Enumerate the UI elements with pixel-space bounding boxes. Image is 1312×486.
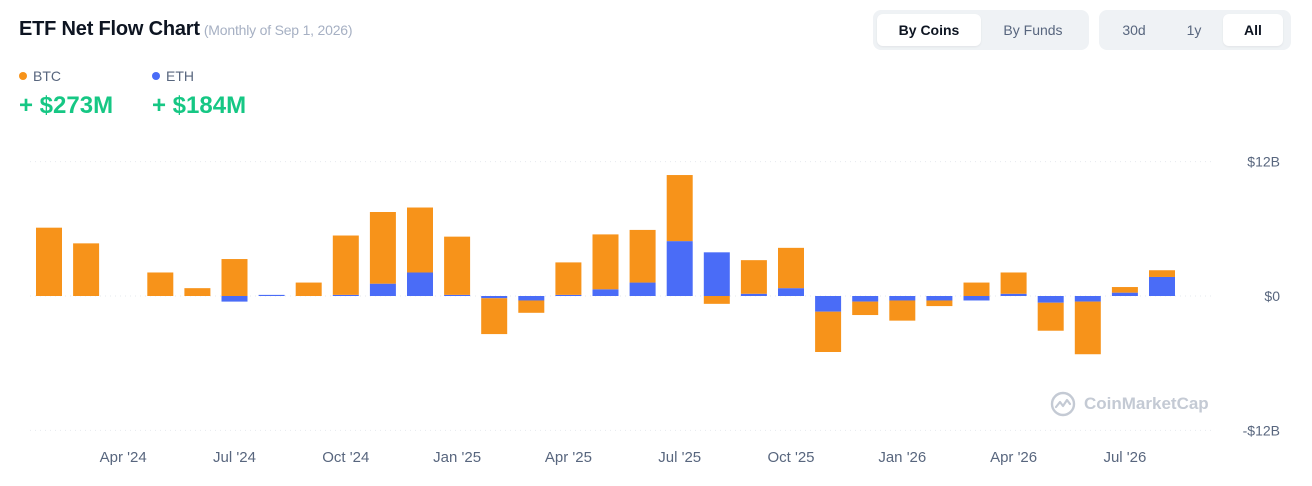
btc-bar[interactable]: [592, 234, 619, 290]
btc-bar[interactable]: [703, 296, 730, 304]
eth-bar[interactable]: [481, 296, 508, 299]
coinmarketcap-logo-icon: [1050, 391, 1076, 417]
eth-bar[interactable]: [258, 294, 285, 296]
watermark: CoinMarketCap: [1050, 391, 1209, 417]
legend-btc-label: BTC: [33, 68, 61, 84]
btc-bar[interactable]: [852, 301, 879, 316]
btc-bar[interactable]: [555, 262, 582, 295]
y-tick-label: -$12B: [1243, 422, 1280, 438]
range-30d-button[interactable]: 30d: [1122, 22, 1146, 38]
x-tick-label: Jul '24: [213, 449, 256, 466]
btc-bar[interactable]: [444, 236, 471, 295]
eth-bar[interactable]: [666, 241, 693, 296]
btc-bar[interactable]: [184, 288, 211, 296]
eth-bar[interactable]: [815, 296, 842, 312]
x-tick-label: Oct '25: [767, 449, 814, 466]
eth-bar[interactable]: [1074, 296, 1101, 302]
btc-bar[interactable]: [36, 227, 62, 296]
eth-bar[interactable]: [444, 294, 471, 296]
legend-btc: BTC + $273M: [19, 66, 113, 120]
btc-bar[interactable]: [1037, 302, 1064, 331]
chart-subtitle: (Monthly of Sep 1, 2026): [203, 22, 353, 38]
x-tick-label: Apr '25: [545, 449, 592, 466]
btc-bar[interactable]: [73, 243, 100, 296]
eth-bar[interactable]: [221, 296, 248, 302]
eth-bar[interactable]: [963, 296, 990, 301]
btc-bar[interactable]: [889, 300, 916, 321]
x-tick-label: Jul '26: [1103, 449, 1146, 466]
eth-bar[interactable]: [629, 282, 656, 296]
btc-dot-icon: [19, 72, 27, 80]
range-1y-button[interactable]: 1y: [1186, 22, 1202, 38]
watermark-text: CoinMarketCap: [1084, 394, 1209, 413]
eth-bar[interactable]: [852, 296, 879, 302]
btc-bar[interactable]: [407, 207, 433, 273]
btc-bar[interactable]: [778, 247, 804, 289]
x-tick-label: Apr '26: [990, 449, 1037, 466]
btc-bar[interactable]: [1111, 287, 1138, 293]
eth-net-flow-value: + $184M: [152, 92, 247, 119]
btc-bar[interactable]: [332, 235, 359, 295]
btc-bar[interactable]: [295, 282, 322, 296]
btc-bar[interactable]: [369, 212, 396, 284]
eth-dot-icon: [152, 72, 160, 80]
btc-bar[interactable]: [963, 282, 990, 296]
x-tick-label: Jul '25: [658, 449, 701, 466]
x-tick-label: Apr '24: [100, 449, 147, 466]
eth-bar[interactable]: [518, 296, 545, 301]
eth-bar[interactable]: [332, 294, 359, 296]
eth-bar[interactable]: [555, 294, 582, 296]
range-toggle: 30d 1y All: [1099, 10, 1291, 50]
eth-bar[interactable]: [926, 296, 953, 301]
btc-bar[interactable]: [147, 272, 174, 296]
eth-bar[interactable]: [592, 289, 619, 296]
chart-title: ETF Net Flow Chart (Monthly of Sep 1, 202…: [19, 18, 353, 41]
y-tick-label: $12B: [1247, 154, 1280, 170]
legend-eth-label: ETH: [166, 68, 194, 84]
range-all-button[interactable]: All: [1223, 14, 1283, 46]
btc-bar[interactable]: [815, 311, 842, 352]
x-tick-label: Oct '24: [322, 449, 369, 466]
eth-bar[interactable]: [1111, 292, 1138, 296]
x-tick-label: Jan '26: [878, 449, 926, 466]
btc-bar[interactable]: [1149, 270, 1175, 277]
chart-title-text: ETF Net Flow Chart: [19, 18, 200, 40]
eth-bar[interactable]: [889, 296, 916, 301]
by-funds-button[interactable]: By Funds: [1003, 22, 1063, 38]
eth-bar[interactable]: [703, 252, 730, 296]
eth-bar[interactable]: [740, 293, 767, 296]
eth-bar[interactable]: [1000, 293, 1027, 296]
eth-bar[interactable]: [1149, 276, 1175, 296]
btc-bar[interactable]: [926, 300, 953, 307]
legend-eth: ETH + $184M: [152, 66, 246, 120]
by-coins-button[interactable]: By Coins: [877, 14, 981, 46]
btc-bar[interactable]: [1074, 301, 1101, 355]
x-tick-label: Jan '25: [433, 449, 481, 466]
btc-net-flow-value: + $273M: [19, 92, 114, 119]
btc-bar[interactable]: [518, 300, 545, 313]
view-toggle: By Coins By Funds: [873, 10, 1089, 50]
eth-bar[interactable]: [369, 283, 396, 296]
eth-bar[interactable]: [407, 272, 433, 296]
btc-bar[interactable]: [221, 259, 248, 296]
btc-bar[interactable]: [481, 298, 508, 335]
btc-bar[interactable]: [666, 175, 693, 242]
eth-bar[interactable]: [1037, 296, 1064, 303]
btc-bar[interactable]: [740, 260, 767, 294]
y-tick-label: $0: [1264, 288, 1280, 304]
btc-bar[interactable]: [1000, 272, 1027, 294]
eth-bar[interactable]: [778, 288, 804, 296]
btc-bar[interactable]: [629, 229, 656, 283]
